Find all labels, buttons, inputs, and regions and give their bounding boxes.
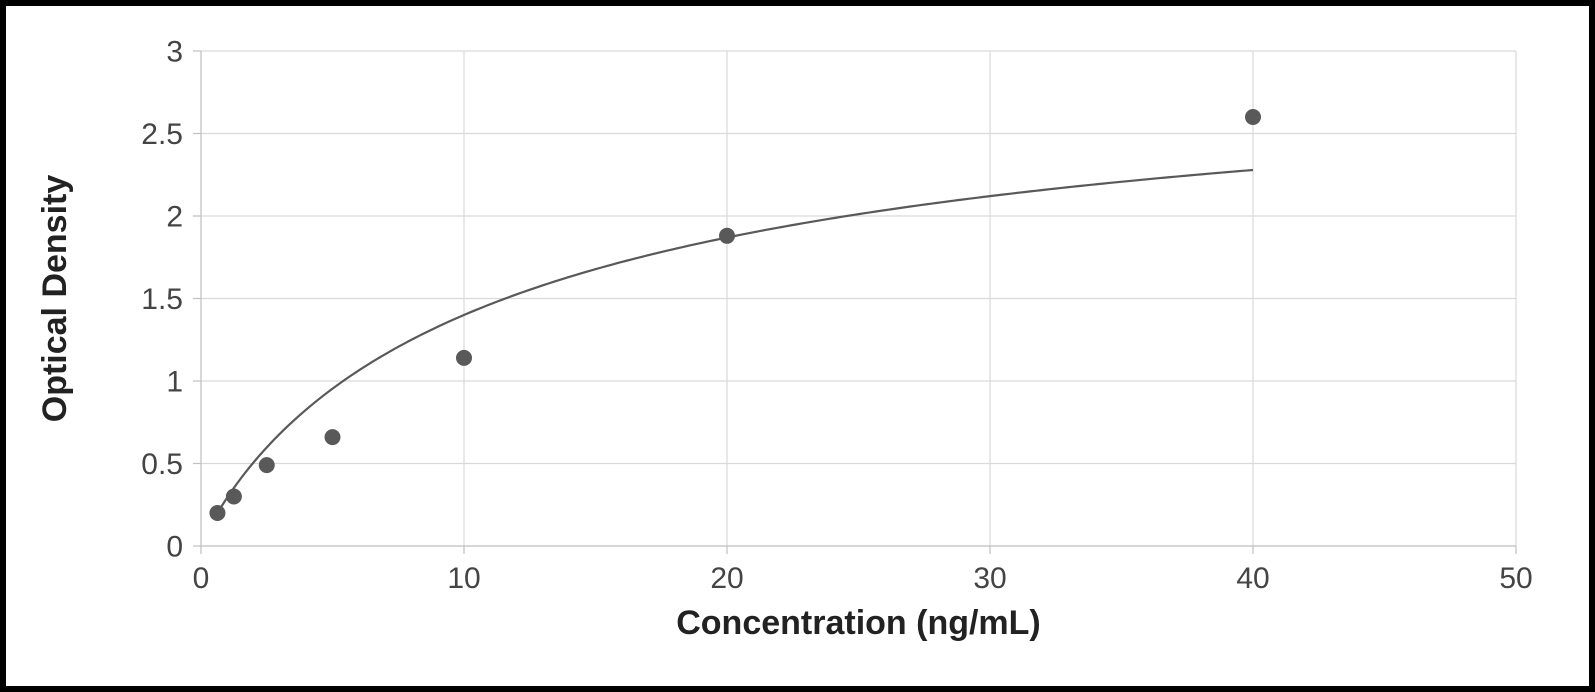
data-point bbox=[1245, 109, 1261, 125]
data-point bbox=[259, 457, 275, 473]
y-tick-label: 2.5 bbox=[141, 118, 183, 151]
chart-container: 0 10 20 30 40 50 0 0.5 1 1.5 2 2.5 3 Concentration (n… bbox=[6, 6, 1589, 686]
y-tick-label: 1.5 bbox=[141, 283, 183, 316]
data-point bbox=[209, 505, 225, 521]
y-tick-label: 0 bbox=[166, 531, 183, 564]
y-tick-label: 3 bbox=[166, 36, 183, 69]
data-point bbox=[456, 350, 472, 366]
x-tick-label: 30 bbox=[973, 562, 1006, 595]
data-point bbox=[226, 489, 242, 505]
x-tick-label: 0 bbox=[193, 562, 210, 595]
y-tick-label: 1 bbox=[166, 366, 183, 399]
x-axis-label: Concentration (ng/mL) bbox=[676, 604, 1041, 642]
x-tick-label: 10 bbox=[447, 562, 480, 595]
x-tick-label: 50 bbox=[1499, 562, 1532, 595]
x-tick-label: 20 bbox=[710, 562, 743, 595]
y-tick-label: 0.5 bbox=[141, 448, 183, 481]
y-axis-label: Optical Density bbox=[36, 175, 74, 423]
chart-svg: 0 10 20 30 40 50 0 0.5 1 1.5 2 2.5 3 Concentration (n… bbox=[6, 6, 1589, 686]
data-point bbox=[325, 429, 341, 445]
chart-frame: 0 10 20 30 40 50 0 0.5 1 1.5 2 2.5 3 Concentration (n… bbox=[0, 0, 1595, 692]
y-tick-label: 2 bbox=[166, 201, 183, 234]
x-tick-label: 40 bbox=[1236, 562, 1269, 595]
data-point bbox=[719, 228, 735, 244]
